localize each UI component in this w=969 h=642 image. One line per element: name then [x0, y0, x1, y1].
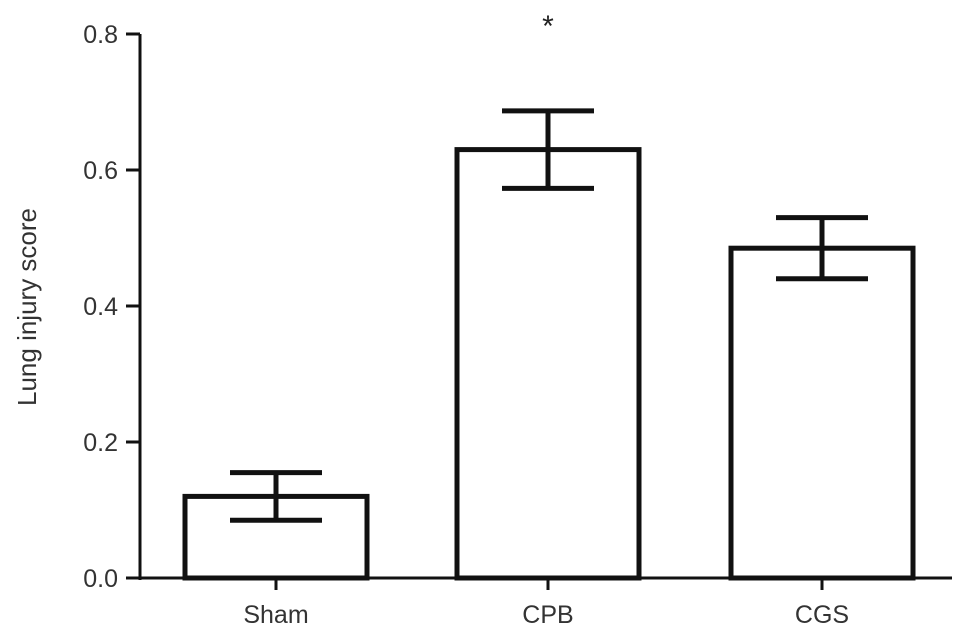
y-tick-label: 0.4	[83, 293, 118, 321]
y-tick-label: 0.6	[83, 157, 118, 185]
bar-cpb	[454, 147, 642, 581]
labels: 0.0 0.2 0.4 0.6 0.8 Sham CPB CGS *	[83, 10, 849, 629]
error-bars	[230, 108, 868, 523]
y-axis-title: Lung injury score	[12, 208, 42, 406]
x-tick-label-sham: Sham	[243, 601, 308, 629]
y-tick-label: 0.2	[83, 429, 118, 457]
bars	[182, 147, 916, 581]
bar-cgs	[728, 245, 916, 581]
x-tick-label-cgs: CGS	[795, 601, 849, 629]
y-tick-label: 0.0	[83, 565, 118, 593]
y-tick-label: 0.8	[83, 21, 118, 49]
x-tick-label-cpb: CPB	[522, 601, 573, 629]
significance-marker: *	[542, 10, 554, 43]
